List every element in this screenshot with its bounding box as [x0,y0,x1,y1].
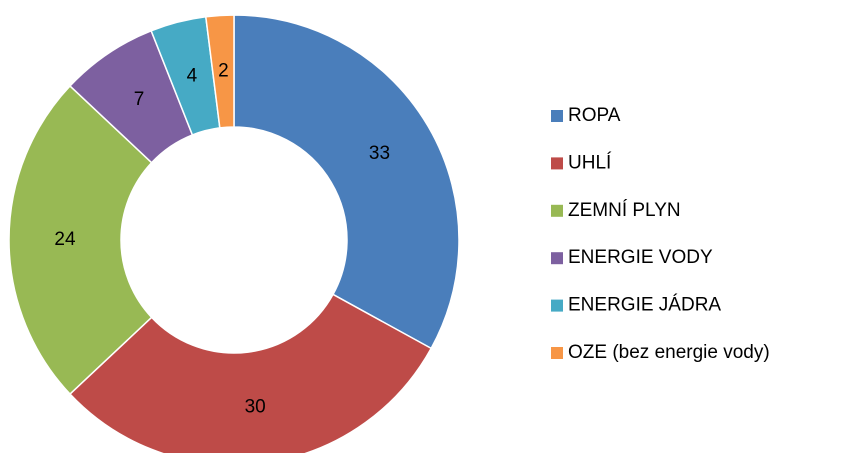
donut-slice [233,14,460,350]
legend-label: ZEMNÍ PLYN [568,200,681,221]
legend-label: ENERGIE JÁDRA [568,295,721,316]
data-label: 30 [245,397,266,418]
data-label: 7 [134,89,145,110]
data-label: 33 [369,143,390,164]
legend-swatch [551,299,563,312]
data-label: 2 [218,60,229,81]
donut-slice [68,293,433,453]
legend-swatch [551,110,563,122]
legend-swatch [551,157,563,170]
donut-slice [204,14,235,129]
donut-slice [8,84,153,396]
legend-swatch [551,204,563,217]
legend-swatch [551,347,563,359]
data-label: 24 [54,229,76,250]
legend-label: OZE (bez energie vody) [568,342,770,363]
legend-label: UHLÍ [568,152,612,173]
legend-label: ENERGIE VODY [568,247,713,268]
legend-label: ROPA [568,105,621,126]
legend-swatch [551,252,563,265]
data-label: 4 [187,65,198,86]
